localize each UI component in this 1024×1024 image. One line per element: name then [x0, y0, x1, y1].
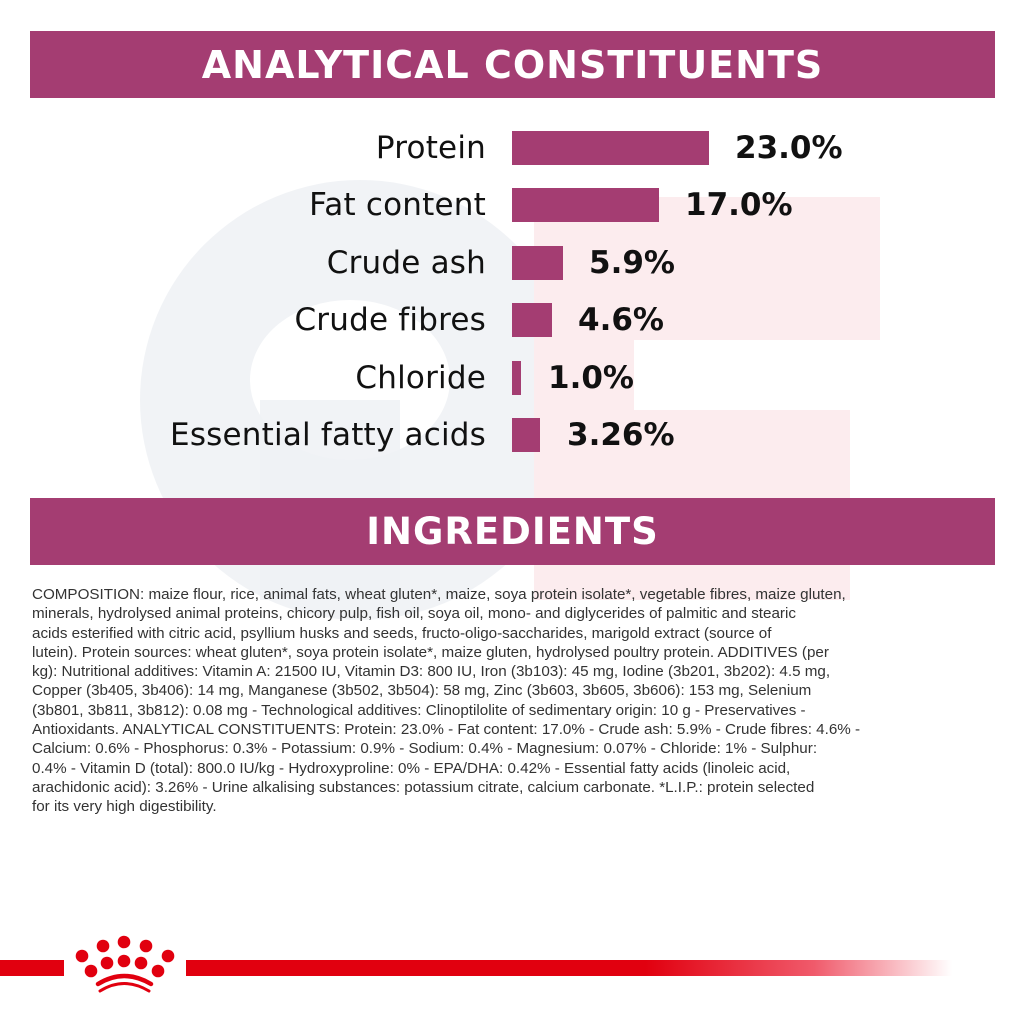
ingredients-line: kg): Nutritional additives: Vitamin A: 2… [32, 663, 831, 681]
chart-row-protein: Protein 23.0% [0, 130, 1024, 166]
row-bar [512, 131, 709, 165]
row-value: 4.6% [578, 302, 664, 338]
ingredients-line: arachidonic acid): 3.26% - Urine alkalis… [32, 778, 815, 796]
footer-red-line-left [0, 960, 64, 976]
row-bar [512, 418, 540, 452]
ingredients-line: lutein). Protein sources: wheat gluten*,… [32, 643, 829, 661]
row-bar [512, 188, 659, 222]
ingredients-line: minerals, hydrolysed animal proteins, ch… [32, 605, 796, 623]
ingredients-line: Antioxidants. ANALYTICAL CONSTITUENTS: P… [32, 721, 861, 739]
ingredients-line: acids esterified with citric acid, psyll… [32, 624, 772, 642]
chart-row-chloride: Chloride 1.0% [0, 360, 1024, 396]
ingredients-line: COMPOSITION: maize flour, rice, animal f… [32, 586, 846, 603]
ingredients-line: 0.4% - Vitamin D (total): 800.0 IU/kg - … [32, 759, 791, 777]
row-label: Crude fibres [294, 302, 486, 338]
row-label: Chloride [355, 360, 486, 396]
ingredients-line: Copper (3b405, 3b406): 14 mg, Manganese … [32, 682, 812, 700]
row-label: Crude ash [326, 245, 486, 281]
row-bar [512, 246, 563, 280]
ingredients-paragraph: COMPOSITION: maize flour, rice, animal f… [32, 585, 1002, 817]
analytical-constituents-banner: ANALYTICAL CONSTITUENTS [30, 31, 995, 98]
row-bar [512, 303, 552, 337]
row-value: 3.26% [567, 417, 675, 453]
chart-row-fat-content: Fat content 17.0% [0, 187, 1024, 223]
ingredients-line: (3b801, 3b811, 3b812): 0.08 mg - Technol… [32, 701, 806, 719]
row-label: Protein [375, 130, 486, 166]
analytical-constituents-title: ANALYTICAL CONSTITUENTS [201, 42, 824, 87]
row-value: 1.0% [548, 360, 634, 396]
ingredients-line: Calcium: 0.6% - Phosphorus: 0.3% - Potas… [32, 740, 818, 758]
row-bar [512, 361, 521, 395]
analytical-constituents-chart: Protein 23.0% Fat content 17.0% Crude as… [0, 0, 1024, 470]
row-value: 5.9% [589, 245, 675, 281]
chart-row-crude-ash: Crude ash 5.9% [0, 245, 1024, 281]
row-value: 23.0% [735, 130, 843, 166]
row-label: Fat content [309, 187, 486, 223]
chart-row-crude-fibres: Crude fibres 4.6% [0, 302, 1024, 338]
row-label: Essential fatty acids [170, 417, 486, 453]
ingredients-title: INGREDIENTS [366, 510, 659, 553]
ingredients-banner: INGREDIENTS [30, 498, 995, 565]
ingredients-line: for its very high digestibility. [32, 798, 217, 816]
chart-row-essential-fatty-acids: Essential fatty acids 3.26% [0, 417, 1024, 453]
crown-logo-icon [64, 930, 186, 1000]
footer-red-line-right [186, 960, 952, 976]
row-value: 17.0% [685, 187, 793, 223]
